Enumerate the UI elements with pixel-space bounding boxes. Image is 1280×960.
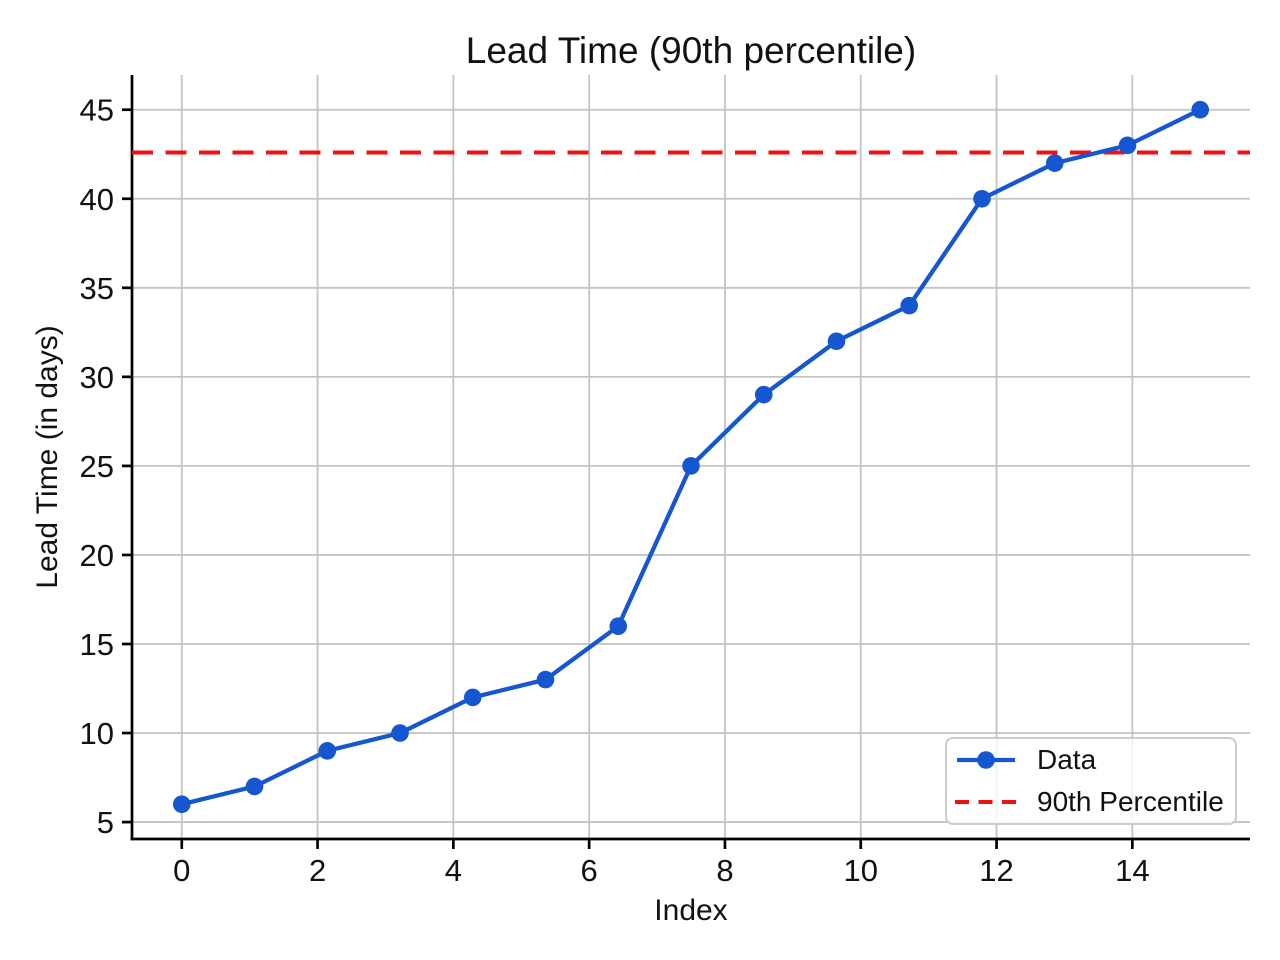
y-tick-label: 35: [80, 271, 114, 306]
data-point: [172, 795, 191, 814]
x-tick-label: 14: [1115, 853, 1149, 888]
data-series-sample-icon: [957, 751, 1015, 769]
data-point: [900, 296, 919, 315]
x-tick-label: 10: [844, 853, 878, 888]
data-point: [536, 670, 555, 689]
data-point: [391, 724, 409, 742]
x-tick-label: 12: [979, 853, 1013, 888]
data-point: [1191, 100, 1210, 119]
y-tick-label: 25: [80, 449, 114, 484]
y-tick-label: 40: [80, 182, 114, 217]
data-line: [179, 107, 1203, 807]
data-point: [682, 457, 700, 475]
y-tick-label: 45: [80, 93, 114, 128]
x-tick-label: 0: [173, 853, 190, 888]
legend-label-data: Data: [1037, 744, 1097, 775]
data-point: [245, 777, 264, 796]
data-point: [463, 688, 482, 707]
y-axis-label-text: Lead Time (in days): [31, 325, 64, 589]
percentile-dashed-sample-icon: [955, 800, 1017, 804]
x-tick-label: 6: [581, 853, 598, 888]
legend: Data 90th Percentile: [945, 737, 1237, 825]
y-tick-label: 5: [97, 805, 114, 840]
y-tick-label: 30: [80, 360, 114, 395]
y-tick-label: 15: [80, 627, 114, 662]
data-point: [609, 617, 628, 635]
legend-item-data: Data: [947, 739, 1235, 781]
data-point: [1118, 136, 1137, 155]
legend-item-percentile: 90th Percentile: [947, 781, 1235, 823]
data-point: [973, 189, 991, 208]
x-tick-label: 8: [716, 853, 733, 888]
data-point: [754, 385, 773, 404]
data-point: [827, 332, 846, 351]
x-tick-label: 4: [445, 853, 462, 888]
x-axis-label: Index: [654, 894, 728, 927]
x-tick-label: 2: [309, 853, 326, 888]
data-point: [318, 742, 337, 760]
y-tick-label: 20: [80, 538, 114, 573]
legend-label-percentile: 90th Percentile: [1037, 786, 1224, 817]
data-point: [1045, 154, 1064, 172]
chart-title: Lead Time (90th percentile): [465, 30, 917, 71]
y-tick-label: 10: [80, 716, 114, 751]
